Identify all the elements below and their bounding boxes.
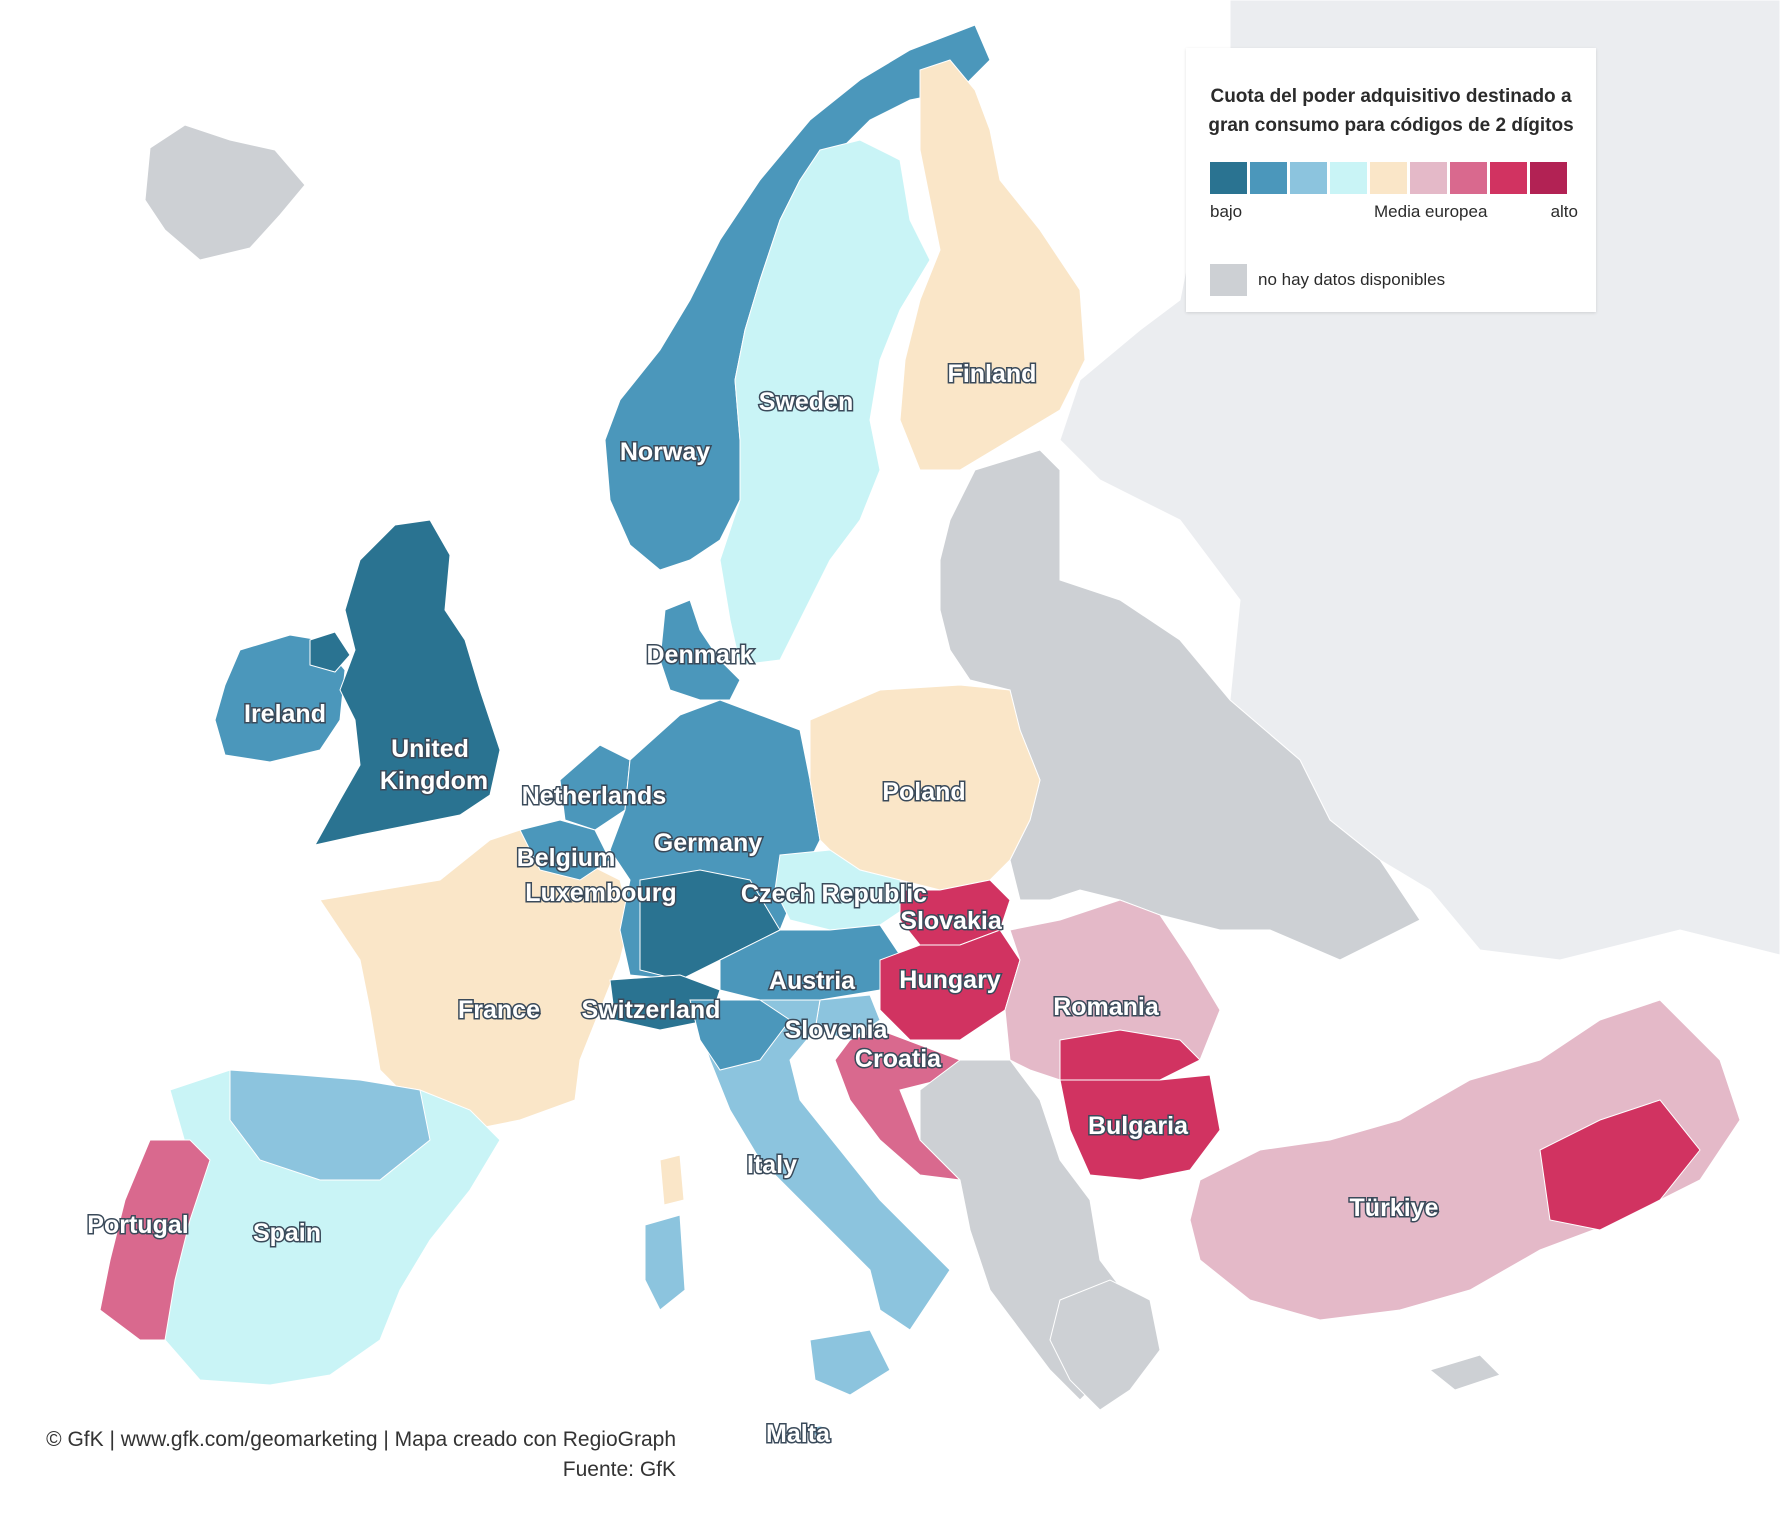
legend-swatch	[1250, 162, 1287, 194]
region-bulgaria	[1059, 1074, 1221, 1181]
label-slovakia: Slovakia	[900, 907, 1003, 935]
region-portugal	[99, 1139, 211, 1341]
legend-title-line1: Cuota del poder adquisitivo destinado a	[1210, 86, 1572, 107]
label-sweden: Sweden	[759, 388, 853, 416]
region-czech-republic	[774, 849, 911, 931]
label-romania: Romania	[1053, 993, 1160, 1021]
label-germany: Germany	[654, 829, 762, 857]
region-poland	[809, 684, 1041, 891]
credits-line2: Fuente: GfK	[562, 1458, 676, 1481]
region-denmark	[659, 599, 741, 701]
label-slovenia: Slovenia	[785, 1016, 889, 1044]
region-united-kingdom	[314, 519, 501, 846]
region-italy	[699, 999, 951, 1331]
label-united-kingdom-line2: Kingdom	[380, 767, 488, 795]
region-turkiye-east	[1539, 1099, 1701, 1231]
region-greece	[1049, 1279, 1161, 1411]
label-hungary: Hungary	[899, 966, 1001, 994]
legend-swatch	[1210, 162, 1247, 194]
legend-label-low: bajo	[1210, 202, 1243, 221]
region-ireland	[214, 634, 346, 763]
legend-no-data-label: no hay datos disponibles	[1258, 270, 1446, 289]
label-czech-republic: Czech Republic	[741, 880, 927, 908]
region-sweden	[719, 139, 931, 666]
region-sardinia	[644, 1214, 686, 1311]
label-switzerland: Switzerland	[582, 996, 721, 1024]
region-malta	[813, 1425, 827, 1439]
legend-swatch	[1330, 162, 1367, 194]
label-luxembourg: Luxembourg	[525, 879, 676, 907]
region-sicily	[809, 1329, 891, 1396]
legend-no-data-swatch	[1210, 264, 1247, 296]
label-austria: Austria	[769, 967, 856, 995]
region-corsica	[659, 1154, 685, 1206]
region-france	[319, 829, 631, 1131]
label-croatia: Croatia	[855, 1045, 942, 1073]
label-france: France	[458, 996, 540, 1024]
region-turkiye	[1189, 999, 1741, 1321]
legend-panel: Cuota del poder adquisitivo destinado a …	[1186, 48, 1596, 312]
legend-title-line2: gran consumo para códigos de 2 dígitos	[1208, 115, 1574, 136]
legend-label-mid: Media europea	[1374, 202, 1488, 221]
legend-title: Cuota del poder adquisitivo destinado a …	[1206, 82, 1576, 140]
legend-label-high: alto	[1550, 202, 1578, 221]
legend-swatch	[1530, 162, 1567, 194]
legend-swatch	[1290, 162, 1327, 194]
region-spain-north	[229, 1069, 431, 1181]
label-poland: Poland	[882, 778, 965, 806]
credits-line1: © GfK | www.gfk.com/geomarketing | Mapa …	[46, 1428, 676, 1451]
label-netherlands: Netherlands	[522, 782, 666, 810]
label-malta: Malta	[766, 1420, 831, 1448]
legend-swatch	[1450, 162, 1487, 194]
region-belgium	[519, 819, 611, 881]
label-ireland: Ireland	[244, 700, 326, 728]
region-italy-north	[689, 999, 791, 1071]
legend-swatch	[1490, 162, 1527, 194]
label-portugal: Portugal	[87, 1211, 188, 1239]
label-denmark: Denmark	[647, 641, 754, 669]
region-norway	[604, 24, 991, 571]
legend-swatch	[1370, 162, 1407, 194]
region-northern-ireland	[309, 631, 351, 673]
label-bulgaria: Bulgaria	[1088, 1112, 1189, 1140]
label-belgium: Belgium	[517, 844, 616, 872]
label-finland: Finland	[948, 360, 1037, 388]
region-finland	[899, 59, 1086, 471]
region-iceland	[144, 124, 306, 261]
region-cyprus	[1428, 1354, 1501, 1391]
credits: © GfK | www.gfk.com/geomarketing | Mapa …	[40, 1425, 676, 1485]
legend-swatch	[1410, 162, 1447, 194]
label-italy: Italy	[747, 1151, 797, 1179]
label-united-kingdom-line1: United	[391, 735, 469, 763]
label-turkiye: Türkiye	[1350, 1194, 1439, 1222]
label-spain: Spain	[253, 1219, 321, 1247]
label-norway: Norway	[620, 438, 710, 466]
legend-color-scale	[1210, 162, 1567, 194]
